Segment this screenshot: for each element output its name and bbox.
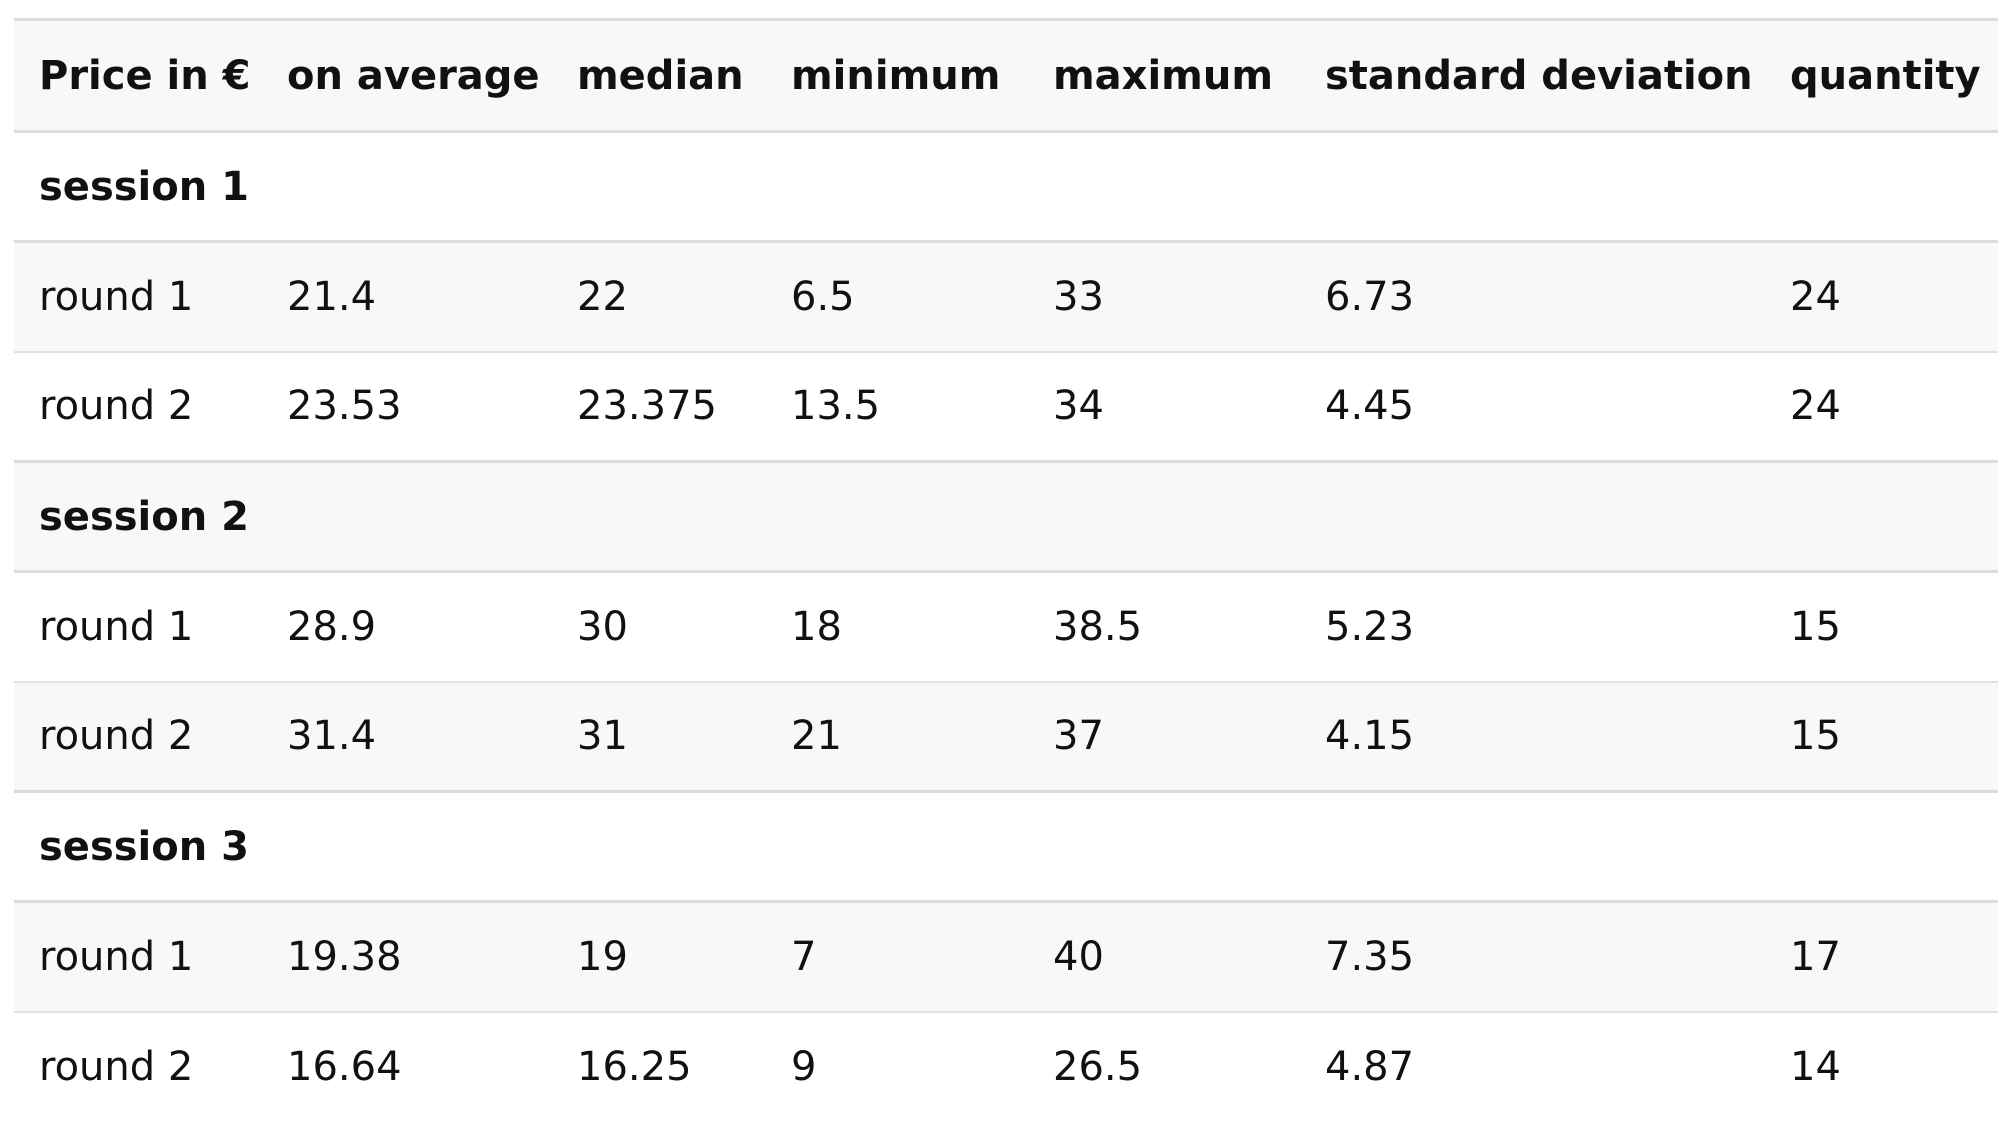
cell-maximum: 34 bbox=[1053, 383, 1104, 430]
table-row: round 1 21.4 22 6.5 33 6.73 24 bbox=[14, 241, 1998, 352]
cell-on-average: 19.38 bbox=[287, 933, 402, 980]
cell-minimum: 18 bbox=[791, 603, 842, 650]
cell-round: round 1 bbox=[39, 273, 194, 320]
cell-round: round 2 bbox=[39, 1044, 194, 1090]
cell-median: 22 bbox=[577, 273, 628, 320]
cell-median: 19 bbox=[577, 933, 628, 980]
cell-on-average: 16.64 bbox=[287, 1044, 402, 1090]
session-row: session 1 bbox=[14, 131, 1998, 242]
cell-quantity: 14 bbox=[1790, 1044, 1841, 1090]
session-label: session 2 bbox=[39, 493, 249, 540]
header-standard-deviation: standard deviation bbox=[1300, 18, 1765, 133]
table-row: round 2 16.64 16.25 9 26.5 4.87 14 bbox=[14, 1011, 1998, 1122]
cell-standard-deviation: 4.45 bbox=[1325, 383, 1415, 430]
cell-standard-deviation: 5.23 bbox=[1325, 603, 1415, 650]
cell-on-average: 28.9 bbox=[287, 603, 377, 650]
cell-minimum: 13.5 bbox=[791, 383, 881, 430]
table-header-row: Price in € on average median minimum max… bbox=[14, 18, 1998, 133]
session-row: session 2 bbox=[14, 461, 1998, 572]
cell-median: 31 bbox=[577, 713, 628, 760]
cell-quantity: 15 bbox=[1790, 713, 1841, 760]
cell-standard-deviation: 4.15 bbox=[1325, 713, 1415, 760]
cell-quantity: 24 bbox=[1790, 383, 1841, 430]
price-statistics-table: Price in € on average median minimum max… bbox=[14, 18, 1998, 1122]
cell-quantity: 17 bbox=[1790, 933, 1841, 980]
header-median: median bbox=[552, 18, 766, 133]
cell-round: round 1 bbox=[39, 933, 194, 980]
cell-minimum: 7 bbox=[791, 933, 817, 980]
cell-median: 30 bbox=[577, 603, 628, 650]
header-maximum: maximum bbox=[1028, 18, 1300, 133]
price-statistics-table-container: Price in € on average median minimum max… bbox=[14, 18, 1998, 1122]
cell-round: round 1 bbox=[39, 603, 194, 650]
header-on-average: on average bbox=[262, 18, 552, 133]
cell-standard-deviation: 6.73 bbox=[1325, 273, 1415, 320]
session-row: session 3 bbox=[14, 791, 1998, 902]
cell-round: round 2 bbox=[39, 713, 194, 760]
cell-on-average: 31.4 bbox=[287, 713, 377, 760]
cell-on-average: 23.53 bbox=[287, 383, 402, 430]
cell-maximum: 26.5 bbox=[1053, 1044, 1143, 1090]
cell-standard-deviation: 4.87 bbox=[1325, 1044, 1415, 1090]
cell-quantity: 24 bbox=[1790, 273, 1841, 320]
table-row: round 2 31.4 31 21 37 4.15 15 bbox=[14, 681, 1998, 792]
cell-maximum: 40 bbox=[1053, 933, 1104, 980]
header-price: Price in € bbox=[14, 18, 262, 133]
table-row: round 2 23.53 23.375 13.5 34 4.45 24 bbox=[14, 351, 1998, 462]
cell-maximum: 38.5 bbox=[1053, 603, 1143, 650]
cell-minimum: 6.5 bbox=[791, 273, 855, 320]
cell-quantity: 15 bbox=[1790, 603, 1841, 650]
cell-maximum: 37 bbox=[1053, 713, 1104, 760]
cell-on-average: 21.4 bbox=[287, 273, 377, 320]
session-label: session 3 bbox=[39, 823, 249, 870]
cell-minimum: 9 bbox=[791, 1044, 817, 1090]
header-quantity: quantity bbox=[1765, 18, 1998, 133]
cell-minimum: 21 bbox=[791, 713, 842, 760]
table-row: round 1 28.9 30 18 38.5 5.23 15 bbox=[14, 571, 1998, 682]
cell-standard-deviation: 7.35 bbox=[1325, 933, 1415, 980]
table-row: round 1 19.38 19 7 40 7.35 17 bbox=[14, 901, 1998, 1012]
cell-round: round 2 bbox=[39, 383, 194, 430]
cell-maximum: 33 bbox=[1053, 273, 1104, 320]
session-label: session 1 bbox=[39, 163, 249, 210]
cell-median: 16.25 bbox=[577, 1044, 692, 1090]
cell-median: 23.375 bbox=[577, 383, 717, 430]
header-minimum: minimum bbox=[766, 18, 1028, 133]
